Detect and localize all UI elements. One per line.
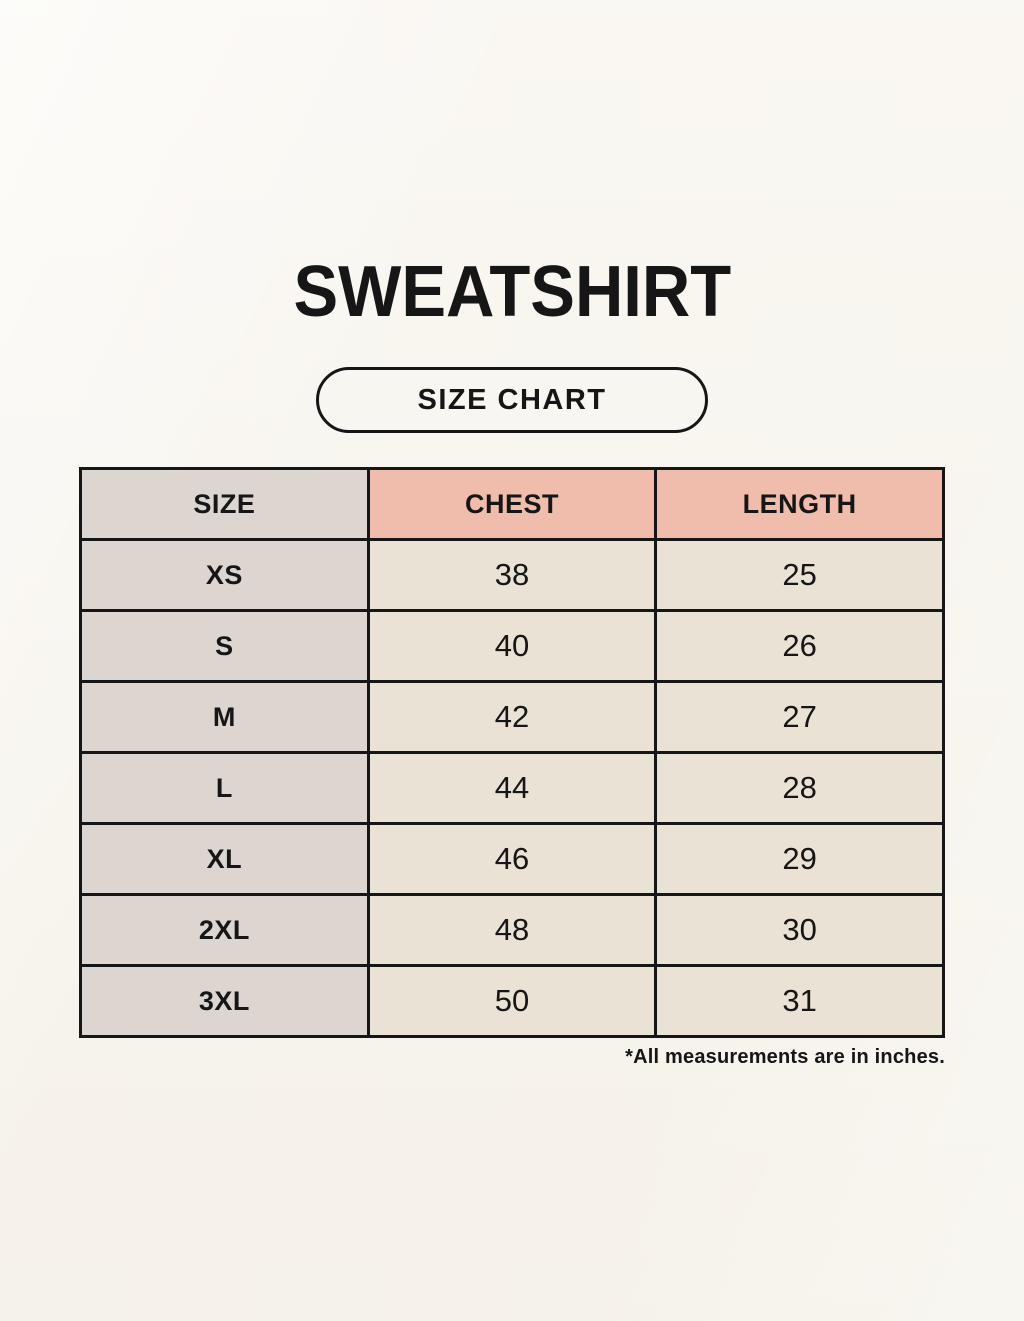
length-cell: 31: [654, 964, 945, 1038]
table-header: SIZE CHEST LENGTH: [79, 467, 945, 541]
chest-cell: 46: [366, 822, 658, 896]
length-cell: 26: [654, 609, 945, 683]
length-cell: 28: [654, 751, 945, 825]
size-cell: L: [79, 751, 370, 825]
chest-cell: 44: [366, 751, 658, 825]
chest-cell: 38: [366, 538, 658, 612]
table-body: XS 38 25 S 40 26 M 42 27 L 44 28 XL 46: [79, 538, 945, 1038]
column-header-chest: CHEST: [366, 467, 658, 541]
chest-cell: 50: [366, 964, 658, 1038]
size-cell: 2XL: [79, 893, 370, 967]
size-cell: S: [79, 609, 370, 683]
length-cell: 25: [654, 538, 945, 612]
footnote-row: *All measurements are in inches.: [79, 1046, 945, 1069]
length-cell: 29: [654, 822, 945, 896]
header-row: SIZE CHEST LENGTH: [79, 467, 945, 541]
length-cell: 27: [654, 680, 945, 754]
table-row: XS 38 25: [79, 538, 945, 612]
column-header-size: SIZE: [79, 467, 370, 541]
size-cell: 3XL: [79, 964, 370, 1038]
page-title: SWEATSHIRT: [293, 252, 731, 332]
table-row: S 40 26: [79, 609, 945, 683]
table-row: 3XL 50 31: [79, 964, 945, 1038]
chest-cell: 48: [366, 893, 658, 967]
size-cell: XS: [79, 538, 370, 612]
table-row: XL 46 29: [79, 822, 945, 896]
table-row: L 44 28: [79, 751, 945, 825]
size-cell: XL: [79, 822, 370, 896]
table-row: 2XL 48 30: [79, 893, 945, 967]
chest-cell: 42: [366, 680, 658, 754]
size-chart-table: SIZE CHEST LENGTH XS 38 25 S 40 26 M 42 …: [79, 467, 945, 1038]
size-chart-badge: SIZE CHART: [316, 367, 708, 433]
size-cell: M: [79, 680, 370, 754]
column-header-length: LENGTH: [654, 467, 945, 541]
measurements-footnote: *All measurements are in inches.: [625, 1046, 945, 1068]
chest-cell: 40: [366, 609, 658, 683]
table-row: M 42 27: [79, 680, 945, 754]
size-chart-badge-label: SIZE CHART: [417, 383, 607, 416]
length-cell: 30: [654, 893, 945, 967]
